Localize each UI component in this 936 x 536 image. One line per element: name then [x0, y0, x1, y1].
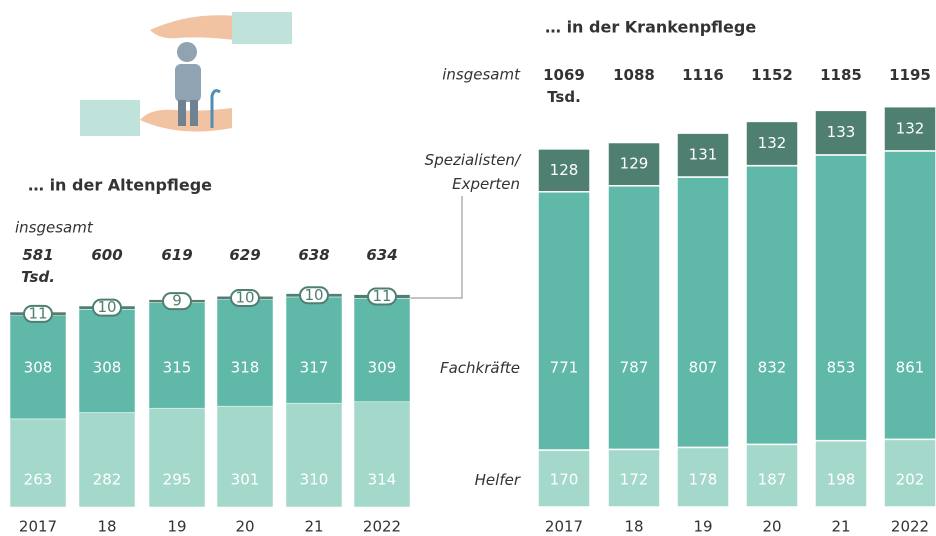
x-tick-label: 20 [762, 518, 781, 536]
chart: … in der Altenpflegeinsgesamt26330811201… [0, 0, 936, 536]
segment-label: 309 [368, 359, 397, 377]
segment-label: 10 [304, 286, 323, 304]
bar-segment [608, 186, 660, 450]
total-label: 634 [366, 246, 397, 264]
x-tick-label: 2017 [19, 518, 57, 536]
bar-segment [354, 298, 410, 402]
segment-label: 318 [231, 359, 260, 377]
segment-label: 11 [372, 287, 391, 305]
segment-label: 308 [93, 359, 122, 377]
segment-label: 282 [93, 471, 122, 489]
total-label: 1152 [751, 66, 793, 84]
x-tick-label: 18 [97, 518, 116, 536]
x-tick-label: 2017 [545, 518, 583, 536]
x-tick-label: 2022 [363, 518, 401, 536]
bar-segment [677, 177, 729, 447]
bar-segment [746, 166, 798, 445]
total-label: 629 [229, 246, 260, 264]
total-label: 1088 [613, 66, 655, 84]
segment-label: 301 [231, 471, 260, 489]
segment-label: 317 [300, 359, 329, 377]
total-label: 600 [91, 246, 122, 264]
segment-label: 308 [24, 359, 53, 377]
segment-label: 787 [620, 359, 649, 377]
x-tick-label: 18 [624, 518, 643, 536]
bar-segment [149, 408, 205, 507]
segment-label: 129 [620, 155, 649, 173]
totals-label: insgesamt [442, 66, 521, 84]
bar-segment [79, 413, 135, 507]
segment-label: 295 [163, 471, 192, 489]
segment-label: 771 [550, 359, 579, 377]
total-label: 1116 [682, 66, 724, 84]
segment-label: 10 [97, 298, 116, 316]
chart-title: … in der Altenpflege [28, 176, 212, 195]
segment-label: 172 [620, 471, 649, 489]
segment-label: 315 [163, 359, 192, 377]
segment-label: 170 [550, 471, 579, 489]
bar-segment [286, 297, 342, 403]
bar-segment [10, 419, 66, 507]
segment-label: 263 [24, 471, 53, 489]
total-label: 638 [298, 246, 329, 264]
x-tick-label: 21 [831, 518, 850, 536]
series-label: Spezialisten/Experten [425, 151, 522, 193]
segment-label: 11 [28, 304, 47, 322]
total-label: 1195 [889, 66, 931, 84]
total-label: 619 [161, 246, 192, 264]
segment-label: 310 [300, 471, 329, 489]
segment-label: 861 [896, 359, 925, 377]
segment-label: 10 [235, 288, 254, 306]
segment-label: 202 [896, 471, 925, 489]
bar-segment [538, 192, 590, 450]
bar-segment [217, 406, 273, 507]
segment-label: 187 [758, 471, 787, 489]
bar-segment [149, 303, 205, 409]
total-label: 1185 [820, 66, 862, 84]
series-label: Fachkräfte [440, 359, 520, 377]
segment-label: 132 [896, 119, 925, 137]
segment-label: 9 [172, 292, 182, 310]
segment-label: 314 [368, 471, 397, 489]
x-tick-label: 2022 [891, 518, 929, 536]
segment-label: 853 [827, 359, 856, 377]
totals-label: insgesamt [15, 219, 94, 237]
x-tick-label: 20 [235, 518, 254, 536]
chart-title: … in der Krankenpflege [545, 18, 756, 37]
bar-segment [286, 403, 342, 507]
bar-segment [217, 300, 273, 407]
bar-segment [815, 155, 867, 441]
segment-label: 132 [758, 134, 787, 152]
x-tick-label: 19 [167, 518, 186, 536]
connector [410, 196, 462, 298]
x-tick-label: 21 [304, 518, 323, 536]
series-label: Helfer [475, 471, 521, 489]
care-icon [80, 12, 292, 136]
segment-label: 832 [758, 359, 787, 377]
segment-label: 178 [689, 471, 718, 489]
segment-label: 807 [689, 359, 718, 377]
segment-label: 131 [689, 146, 718, 164]
segment-label: 128 [550, 161, 579, 179]
x-tick-label: 19 [693, 518, 712, 536]
segment-label: 133 [827, 123, 856, 141]
bar-segment [884, 151, 936, 439]
bar-segment [354, 402, 410, 507]
segment-label: 198 [827, 471, 856, 489]
